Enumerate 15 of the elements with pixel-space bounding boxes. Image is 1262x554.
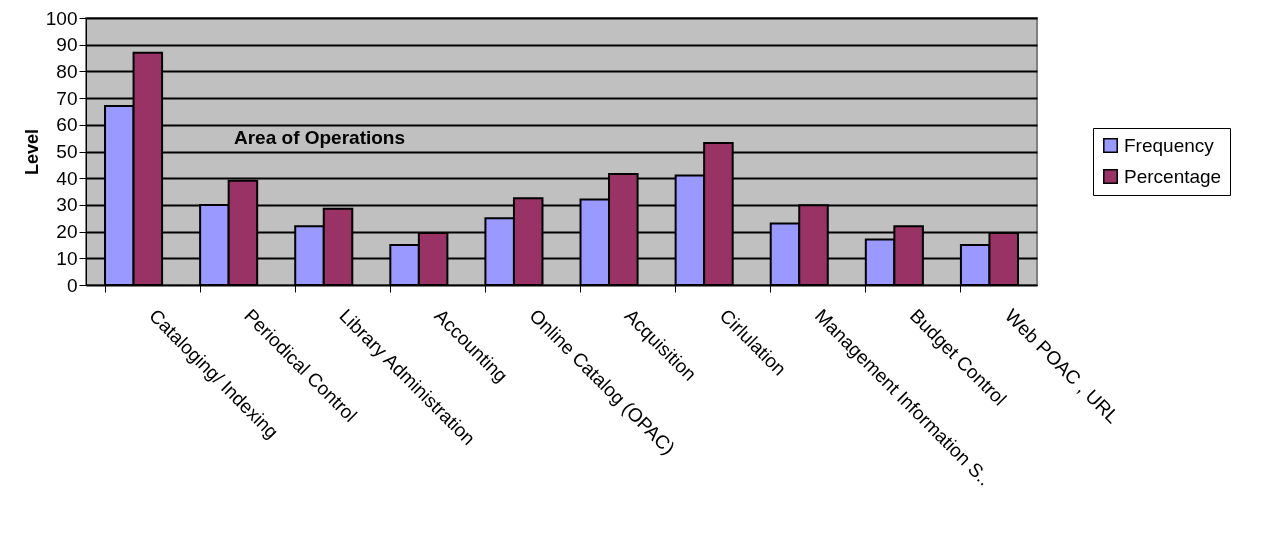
legend-label: Percentage [1124,165,1222,187]
y-tick-label: 20 [56,221,78,243]
y-tick-label: 80 [56,60,78,82]
y-axis-title: Level [21,128,42,176]
text: Area of Operations [234,127,406,148]
y-tick-label: 100 [45,7,78,29]
y-tick-label: 60 [56,114,78,136]
y-tick-label: 50 [56,141,78,162]
legend-label: Frequency [1124,134,1215,156]
y-tick-label: 10 [56,247,78,269]
y-tick-label: 0 [66,274,78,296]
y-tick-label: 40 [56,167,78,189]
y-tick-label: 70 [56,87,78,109]
y-tick-label: 30 [56,194,78,216]
y-tick-label: 90 [56,34,78,56]
